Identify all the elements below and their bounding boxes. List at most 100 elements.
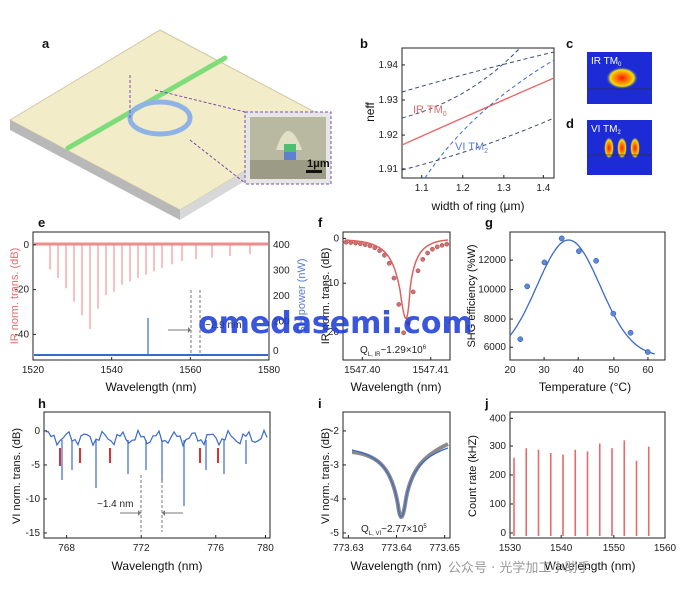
panel-e-xtick: 1540 bbox=[101, 365, 124, 376]
panel-f-xtick: 1547.40 bbox=[344, 365, 381, 376]
panel-h-xlabel: Wavelength (nm) bbox=[112, 559, 203, 573]
vi-tm2-curve bbox=[424, 59, 555, 179]
panel-f-plot: 0 -10 -20 1547.40 1547.41 QL, IR~1.29×106 IR… bbox=[320, 231, 451, 394]
chip-illustration: 1μm bbox=[8, 29, 332, 220]
panel-b-ytick: 1.92 bbox=[379, 130, 399, 141]
ir-tm0-curve bbox=[401, 77, 555, 146]
panel-h-ylabel: VI norm. trans. (dB) bbox=[11, 428, 23, 524]
panel-e-ytick-right: 100 bbox=[273, 317, 290, 328]
panel-f-ytick: -10 bbox=[325, 278, 340, 289]
panel-h-ytick: 0 bbox=[34, 426, 40, 437]
panel-f-xtick: 1547.41 bbox=[413, 365, 450, 376]
panel-g-ylabel: SHG efficiency (%W) bbox=[466, 244, 478, 347]
panel-b-ytick: 1.94 bbox=[379, 60, 399, 71]
panel-j-xtick: 1550 bbox=[603, 543, 626, 554]
panel-g-xtick: 20 bbox=[504, 365, 516, 376]
panel-b-xlabel: width of ring (μm) bbox=[431, 199, 525, 213]
e-annotation: ~2.9 nm bbox=[205, 320, 241, 331]
panel-e-ytick-right: 200 bbox=[273, 291, 290, 302]
panel-g-plot: 12000 10000 8000 6000 20 30 40 50 60 SHG efficie… bbox=[466, 231, 666, 394]
panel-g-label: g bbox=[485, 215, 493, 230]
panel-i-ytick: -4 bbox=[330, 494, 339, 505]
panel-e-xtick: 1560 bbox=[179, 365, 202, 376]
mode-profile-d: VI TM2 bbox=[587, 120, 652, 175]
panel-e-xtick: 1580 bbox=[258, 365, 281, 376]
panel-j-ytick: 400 bbox=[489, 413, 506, 424]
panel-e-ytick-left: -40 bbox=[15, 329, 30, 340]
svg-text:IR TM0: IR TM0 bbox=[591, 56, 622, 68]
panel-i-ytick: -5 bbox=[330, 528, 339, 539]
panel-g-xlabel: Temperature (°C) bbox=[539, 380, 631, 394]
panel-i-xtick: 773.64 bbox=[381, 543, 412, 554]
panel-b-xtick: 1.3 bbox=[497, 183, 511, 194]
panel-e-ytick-right: 300 bbox=[273, 265, 290, 276]
panel-h-xtick: 772 bbox=[133, 543, 150, 554]
panel-b-ytick: 1.91 bbox=[379, 164, 399, 175]
f-q-label: Q bbox=[360, 345, 368, 356]
panel-e-ytick-left: 0 bbox=[23, 240, 29, 251]
panel-e-ytick-left: -20 bbox=[15, 285, 30, 296]
g-data-point bbox=[610, 310, 617, 317]
svg-text:IR TM0: IR TM0 bbox=[413, 104, 447, 118]
g-data-point bbox=[627, 329, 634, 336]
panel-j-ytick: 300 bbox=[489, 441, 506, 452]
panel-i-ylabel: VI norm. trans. (dB) bbox=[320, 428, 332, 524]
panel-f-label: f bbox=[318, 215, 323, 230]
mode-c-label: IR TM bbox=[591, 56, 618, 67]
panel-j-xtick: 1540 bbox=[550, 543, 573, 554]
panel-f-ytick: 0 bbox=[333, 233, 339, 244]
panel-i-xtick: 773.63 bbox=[333, 543, 364, 554]
panel-b-ytick: 1.93 bbox=[379, 95, 399, 106]
panel-j-xlabel: Wavelength (nm) bbox=[545, 559, 636, 573]
panel-h-xtick: 768 bbox=[58, 543, 75, 554]
svg-text:QL, IR~1.29×106: QL, IR~1.29×106 bbox=[360, 345, 427, 358]
watermark: omedasemi.com bbox=[198, 306, 473, 341]
panel-j-xtick: 1530 bbox=[499, 543, 522, 554]
panel-h-label: h bbox=[38, 396, 46, 411]
panel-b-xtick: 1.2 bbox=[456, 183, 470, 194]
panel-i-label: i bbox=[318, 396, 322, 411]
panel-e-ylabel-left: IR norm. trans. (dB) bbox=[9, 248, 21, 345]
panel-e-ytick-right: 400 bbox=[273, 240, 290, 251]
panel-c-label: c bbox=[566, 36, 573, 51]
ir-tm0-label: IR TM bbox=[413, 104, 443, 116]
panel-b-ylabel: neff bbox=[363, 101, 377, 121]
panel-g-xtick: 30 bbox=[539, 365, 551, 376]
svg-text:VI TM2: VI TM2 bbox=[591, 124, 621, 136]
panel-g-xtick: 60 bbox=[642, 365, 654, 376]
i-q-label: Q bbox=[361, 524, 369, 535]
panel-b-label: b bbox=[360, 36, 368, 51]
mode-profile-c: IR TM0 bbox=[587, 52, 652, 104]
panel-h-ytick: -15 bbox=[26, 528, 41, 539]
wechat-watermark: 公众号 · 光学加工小助手 bbox=[448, 560, 590, 576]
panel-e-ylabel-right: SH power (nW) bbox=[296, 258, 308, 333]
panel-h-plot: 0 -5 -10 -15 768 772 776 780 ~1.4 nm VI norm. t… bbox=[11, 411, 274, 573]
panel-j-xtick: 1560 bbox=[654, 543, 677, 554]
g-data-point bbox=[558, 235, 565, 242]
panel-e-label: e bbox=[38, 215, 45, 230]
g-data-point bbox=[644, 349, 651, 355]
panel-j-label: j bbox=[484, 396, 489, 411]
panel-i-ytick: -3 bbox=[330, 460, 339, 471]
panel-d-label: d bbox=[566, 116, 574, 131]
panel-i-plot: -2 -3 -4 -5 773.63 773.64 773.65 QL, VI~2.77×1… bbox=[320, 411, 460, 573]
h-annotation: ~1.4 nm bbox=[97, 499, 133, 510]
svg-text:VI TM2: VI TM2 bbox=[455, 141, 488, 155]
panel-h-xtick: 780 bbox=[257, 543, 274, 554]
scale-bar-label: 1μm bbox=[307, 158, 330, 170]
panel-g-ytick: 6000 bbox=[484, 342, 507, 353]
panel-i-ytick: -2 bbox=[330, 426, 339, 437]
g-data-point bbox=[541, 259, 548, 266]
panel-i-xlabel: Wavelength (nm) bbox=[351, 559, 442, 573]
panel-j-ytick: 200 bbox=[489, 470, 506, 481]
panel-h-ytick: -5 bbox=[31, 460, 40, 471]
panel-b-xtick: 1.4 bbox=[536, 183, 550, 194]
panel-b-xtick: 1.1 bbox=[415, 183, 429, 194]
g-data-point bbox=[517, 336, 524, 343]
panel-g-ytick: 10000 bbox=[478, 285, 506, 296]
g-data-point bbox=[593, 257, 599, 264]
panel-a-label: a bbox=[42, 36, 50, 51]
panel-e-xtick: 1520 bbox=[22, 365, 45, 376]
panel-j-ytick: 0 bbox=[500, 528, 506, 539]
panel-f-ylabel: IR norm. trans. (dB) bbox=[320, 248, 332, 345]
